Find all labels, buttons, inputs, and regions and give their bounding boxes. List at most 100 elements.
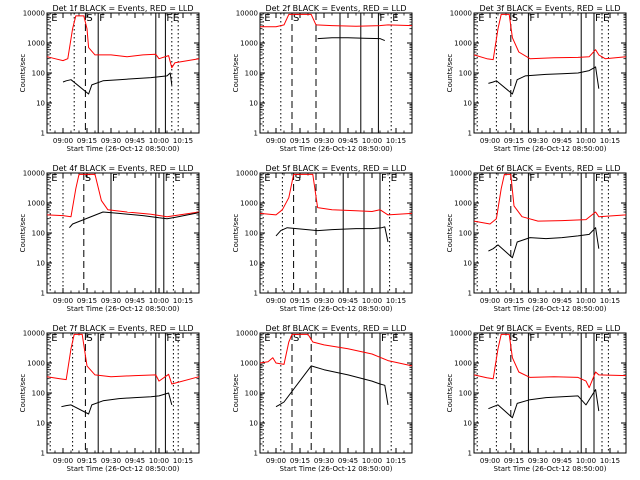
chart-6-y-axis-label: Counts/sec xyxy=(446,214,454,253)
chart-7-y-tick-label: 1 xyxy=(41,450,45,458)
chart-5-y-axis-label: Counts/sec xyxy=(232,214,240,253)
chart-7-y-tick-label: 100 xyxy=(32,390,45,398)
chart-8-marker-label: E xyxy=(392,333,398,344)
chart-8-x-tick-label: 10:00 xyxy=(362,457,382,465)
chart-3-x-tick-label: 10:15 xyxy=(600,137,620,145)
chart-1-marker-label: E xyxy=(51,13,57,24)
chart-7-marker-label: F xyxy=(99,333,105,344)
chart-9-series-events-black xyxy=(488,389,600,419)
chart-8-y-tick-label: 1000 xyxy=(240,360,258,368)
chart-3-marker-label: E xyxy=(603,13,609,24)
chart-8-x-tick-label: 10:15 xyxy=(386,457,406,465)
chart-2-y-axis-label: Counts/sec xyxy=(232,54,240,93)
chart-4-x-tick-label: 09:00 xyxy=(53,297,73,305)
chart-5-y-tick-label: 1 xyxy=(254,290,258,298)
chart-8-x-tick-label: 09:30 xyxy=(314,457,334,465)
chart-8-x-tick-label: 09:00 xyxy=(266,457,286,465)
chart-7-x-tick-label: 10:15 xyxy=(173,457,193,465)
chart-3-x-tick-label: 10:00 xyxy=(576,137,596,145)
chart-5: Det 5f BLACK = Events, RED = LLD 1 10 100 10… xyxy=(232,164,413,313)
chart-4-marker-label: E xyxy=(174,173,180,184)
chart-6-series-events-black xyxy=(488,227,600,259)
chart-7-x-tick-label: 09:15 xyxy=(77,457,97,465)
chart-3-marker-label: F xyxy=(595,13,601,24)
chart-6-x-tick-label: 10:15 xyxy=(600,297,620,305)
chart-9-marker-label: F xyxy=(529,333,535,344)
chart-1-series-lld-red xyxy=(46,15,200,69)
chart-9-x-tick-label: 10:15 xyxy=(600,457,620,465)
chart-9-y-tick-label: 10000 xyxy=(450,330,472,338)
chart-8-y-tick-label: 10000 xyxy=(236,330,258,338)
chart-8-y-tick-label: 1 xyxy=(254,450,258,458)
chart-3-series-events-black xyxy=(488,66,600,95)
chart-1-y-tick-label: 10000 xyxy=(23,10,45,18)
chart-4-marker-label: E xyxy=(51,173,57,184)
chart-1-plot-frame xyxy=(46,12,200,134)
chart-3-x-tick-label: 09:00 xyxy=(480,137,500,145)
chart-2-marker-label: E xyxy=(392,13,398,24)
chart-9-marker-label: E xyxy=(478,333,484,344)
chart-1-x-tick-label: 10:00 xyxy=(149,137,169,145)
chart-4-x-tick-label: 09:30 xyxy=(101,297,121,305)
chart-1-x-tick-label: 10:15 xyxy=(173,137,193,145)
chart-5-x-axis-label: Start Time (26-Oct-12 08:50:00) xyxy=(280,305,393,313)
chart-4-marker-label: S xyxy=(85,173,91,184)
chart-6-title: Det 6f BLACK = Events, RED = LLD xyxy=(479,164,620,173)
chart-5-y-tick-label: 10000 xyxy=(236,170,258,178)
chart-9-x-tick-label: 09:15 xyxy=(504,457,524,465)
chart-4-y-axis-label: Counts/sec xyxy=(19,214,27,253)
chart-8-plot-frame xyxy=(259,332,413,454)
chart-8-title: Det 8f BLACK = Events, RED = LLD xyxy=(265,324,406,333)
chart-2-x-tick-label: 09:45 xyxy=(338,137,358,145)
chart-3-y-tick-label: 1000 xyxy=(454,40,472,48)
chart-5-x-tick-label: 09:45 xyxy=(338,297,358,305)
chart-3-y-tick-label: 10 xyxy=(463,100,472,108)
chart-7-y-tick-label: 1000 xyxy=(27,360,45,368)
chart-4-marker-label: F xyxy=(112,173,118,184)
chart-7-series-lld-red xyxy=(46,333,200,385)
chart-7-series-events-black xyxy=(61,392,173,415)
chart-9-marker-label: S xyxy=(512,333,518,344)
chart-9-y-tick-label: 100 xyxy=(459,390,472,398)
chart-9-y-tick-label: 10 xyxy=(463,420,472,428)
chart-4-marker-label: F xyxy=(165,173,171,184)
chart-6-marker-label: S xyxy=(512,173,518,184)
chart-2-x-tick-label: 09:00 xyxy=(266,137,286,145)
chart-7-title: Det 7f BLACK = Events, RED = LLD xyxy=(52,324,193,333)
chart-6-y-tick-label: 1 xyxy=(468,290,472,298)
chart-2-marker-label: E xyxy=(264,13,270,24)
chart-2-series-events-black xyxy=(317,37,385,42)
chart-5-y-tick-label: 100 xyxy=(245,230,258,238)
chart-4-y-tick-label: 100 xyxy=(32,230,45,238)
chart-7-plot-frame xyxy=(46,332,200,454)
chart-1-x-tick-label: 09:45 xyxy=(125,137,145,145)
chart-2-y-tick-label: 1 xyxy=(254,130,258,138)
chart-3-x-axis-label: Start Time (26-Oct-12 08:50:00) xyxy=(494,145,607,153)
chart-8-x-tick-label: 09:45 xyxy=(338,457,358,465)
chart-6-x-tick-label: 10:00 xyxy=(576,297,596,305)
chart-2-x-tick-label: 09:30 xyxy=(314,137,334,145)
chart-4-series-events-black xyxy=(69,211,200,229)
chart-6-x-tick-label: 09:15 xyxy=(504,297,524,305)
chart-2-x-tick-label: 10:15 xyxy=(386,137,406,145)
chart-4-title: Det 4f BLACK = Events, RED = LLD xyxy=(52,164,193,173)
chart-4-y-tick-label: 10000 xyxy=(23,170,45,178)
chart-2: Det 2f BLACK = Events, RED = LLD 1 10 100 10… xyxy=(232,4,413,153)
chart-2-marker-label: F xyxy=(379,13,385,24)
chart-9-x-tick-label: 10:00 xyxy=(576,457,596,465)
chart-5-title: Det 5f BLACK = Events, RED = LLD xyxy=(265,164,406,173)
chart-2-x-axis-label: Start Time (26-Oct-12 08:50:00) xyxy=(280,145,393,153)
chart-2-y-tick-label: 100 xyxy=(245,70,258,78)
chart-5-series-lld-red xyxy=(259,173,413,216)
chart-8-marker-label: F xyxy=(381,333,387,344)
chart-6-marker-label: E xyxy=(603,173,609,184)
chart-9-series-lld-red xyxy=(473,333,627,389)
chart-6-y-tick-label: 10000 xyxy=(450,170,472,178)
chart-5-x-tick-label: 09:15 xyxy=(290,297,310,305)
chart-8-x-axis-label: Start Time (26-Oct-12 08:50:00) xyxy=(280,465,393,473)
chart-1-x-tick-label: 09:00 xyxy=(53,137,73,145)
chart-6-y-tick-label: 100 xyxy=(459,230,472,238)
chart-9: Det 9f BLACK = Events, RED = LLD 1 10 100 10… xyxy=(446,324,627,473)
chart-2-y-tick-label: 1000 xyxy=(240,40,258,48)
